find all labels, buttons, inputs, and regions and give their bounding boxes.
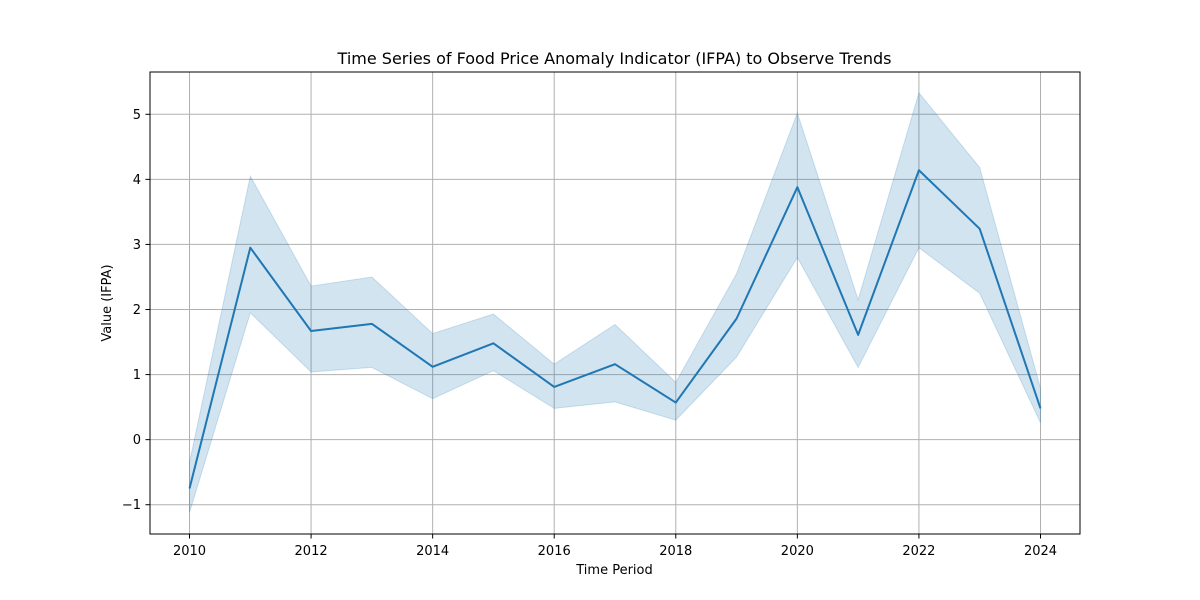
x-tick-label: 2018: [659, 544, 692, 559]
x-tick-label: 2010: [173, 544, 206, 559]
y-tick-label: 0: [133, 433, 141, 448]
y-tick-label: −1: [122, 498, 141, 513]
series-line-layer: [188, 169, 1042, 489]
x-axis-label: Time Period: [575, 563, 652, 578]
y-tick-label: 3: [133, 238, 141, 253]
chart-title: Time Series of Food Price Anomaly Indica…: [337, 49, 892, 68]
x-tick-label: 2022: [902, 544, 935, 559]
confidence-band-layer: [189, 91, 1041, 513]
y-tick-label: 2: [133, 303, 141, 318]
y-tick-label: 4: [133, 173, 141, 188]
grid: [150, 72, 1080, 534]
series-line: [188, 169, 1042, 489]
x-tick-label: 2024: [1024, 544, 1057, 559]
confidence-band: [189, 91, 1041, 513]
x-axis-ticks: 2010 2012 2014 2016 2018 2020 2022 2024: [173, 534, 1057, 559]
y-axis-label: Value (IFPA): [100, 264, 115, 341]
x-tick-label: 2012: [295, 544, 328, 559]
plot-area-frame: [149, 71, 1081, 535]
y-tick-label: 1: [133, 368, 141, 383]
y-axis-ticks: −1 0 1 2 3 4 5: [122, 108, 150, 513]
y-tick-label: 5: [133, 108, 141, 123]
x-tick-label: 2014: [416, 544, 449, 559]
x-tick-label: 2020: [781, 544, 814, 559]
x-tick-label: 2016: [538, 544, 571, 559]
